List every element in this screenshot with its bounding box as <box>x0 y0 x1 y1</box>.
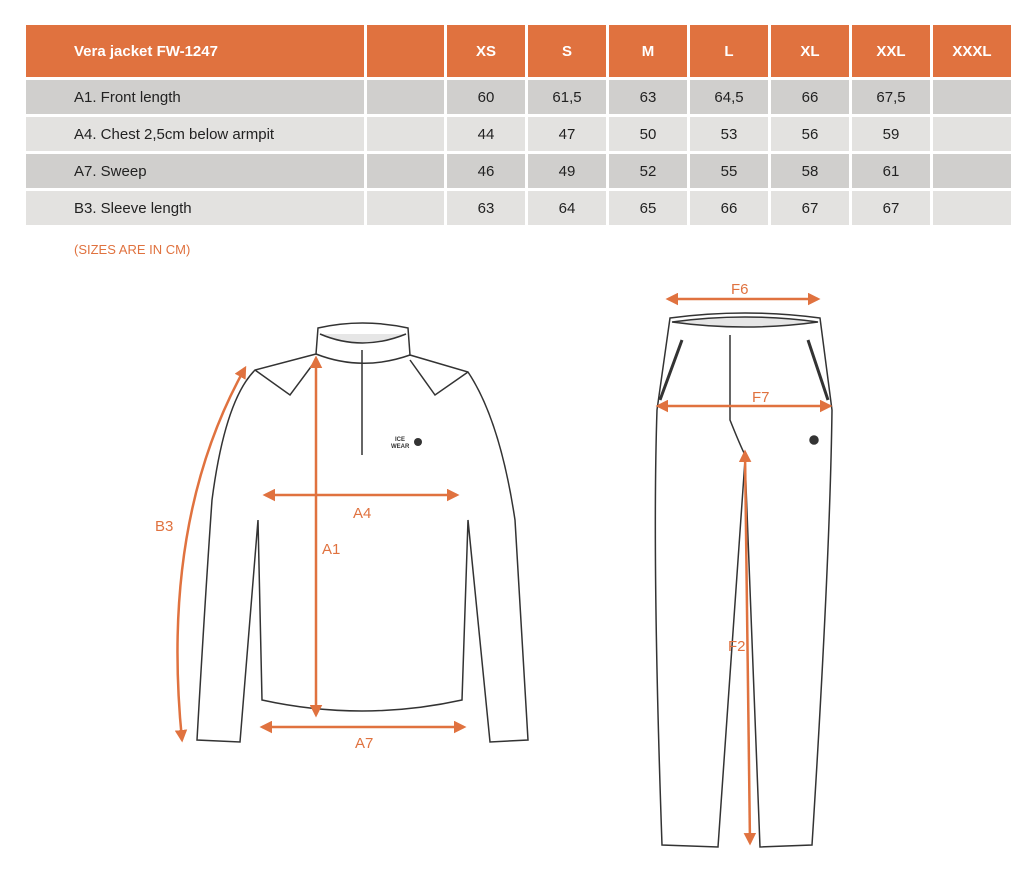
table-row: A1. Front length 60 61,5 63 64,5 66 67,5 <box>26 80 1011 114</box>
header-row: Vera jacket FW-1247 XS S M L XL XXL XXXL <box>26 25 1011 77</box>
table-title: Vera jacket FW-1247 <box>26 25 364 77</box>
size-value: 53 <box>690 117 768 151</box>
size-value: 63 <box>447 191 525 225</box>
size-header: XS <box>447 25 525 77</box>
pants-drawing <box>654 312 833 848</box>
size-value: 66 <box>771 80 849 114</box>
measurement-arrows <box>174 292 833 846</box>
units-note: (SIZES ARE IN CM) <box>74 242 191 257</box>
size-value: 60 <box>447 80 525 114</box>
label-a1: A1 <box>322 541 340 558</box>
table-row: A4. Chest 2,5cm below armpit 44 47 50 53 56 59 <box>26 117 1011 151</box>
size-value: 64 <box>528 191 606 225</box>
size-value <box>933 117 1011 151</box>
row-label: A1. Front length <box>26 80 364 114</box>
svg-text:WEAR: WEAR <box>391 444 410 450</box>
size-value: 66 <box>690 191 768 225</box>
size-value: 61 <box>852 154 930 188</box>
label-a7: A7 <box>355 735 373 752</box>
size-header: M <box>609 25 687 77</box>
table-row: B3. Sleeve length 63 64 65 66 67 67 <box>26 191 1011 225</box>
size-value: 59 <box>852 117 930 151</box>
size-value: 65 <box>609 191 687 225</box>
row-label: A4. Chest 2,5cm below armpit <box>26 117 364 151</box>
size-value: 67,5 <box>852 80 930 114</box>
table-row: A7. Sweep 46 49 52 55 58 61 <box>26 154 1011 188</box>
size-value: 63 <box>609 80 687 114</box>
size-header: S <box>528 25 606 77</box>
size-value: 50 <box>609 117 687 151</box>
size-header: L <box>690 25 768 77</box>
size-value: 67 <box>852 191 930 225</box>
label-f7: F7 <box>752 389 770 406</box>
row-label: A7. Sweep <box>26 154 364 188</box>
svg-text:ICE: ICE <box>395 437 405 443</box>
size-value: 46 <box>447 154 525 188</box>
jacket-drawing <box>196 322 529 743</box>
size-value: 49 <box>528 154 606 188</box>
size-value: 56 <box>771 117 849 151</box>
size-value: 61,5 <box>528 80 606 114</box>
size-value: 67 <box>771 191 849 225</box>
size-header: XXXL <box>933 25 1011 77</box>
size-value: 52 <box>609 154 687 188</box>
label-b3: B3 <box>155 518 173 535</box>
size-value: 64,5 <box>690 80 768 114</box>
label-f2: F2 <box>728 638 746 655</box>
jacket-logo: ICE WEAR <box>391 437 422 450</box>
size-value: 55 <box>690 154 768 188</box>
size-header: XXL <box>852 25 930 77</box>
size-table: Vera jacket FW-1247 XS S M L XL XXL XXXL… <box>23 22 1014 228</box>
label-a4: A4 <box>353 505 371 522</box>
size-value <box>933 191 1011 225</box>
row-label: B3. Sleeve length <box>26 191 364 225</box>
size-value <box>933 80 1011 114</box>
size-header: XL <box>771 25 849 77</box>
size-value: 47 <box>528 117 606 151</box>
size-value <box>933 154 1011 188</box>
label-f6: F6 <box>731 281 749 298</box>
size-value: 58 <box>771 154 849 188</box>
size-value: 44 <box>447 117 525 151</box>
